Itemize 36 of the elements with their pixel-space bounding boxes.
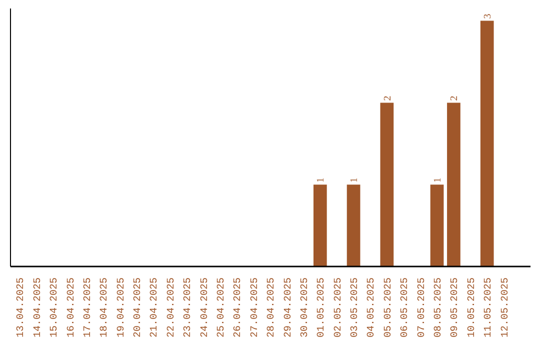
x-tick-label: 25.04.2025 [216, 277, 228, 338]
x-tick-label: 15.04.2025 [50, 277, 61, 338]
x-tick-label: 05.05.2025 [383, 277, 394, 338]
data-label: 1 [432, 178, 444, 183]
data-label: 2 [382, 96, 394, 101]
x-tick-label: 11.05.2025 [484, 277, 495, 338]
x-tick-label: 29.04.2025 [283, 277, 294, 338]
x-tick-label: 17.04.2025 [82, 277, 94, 338]
x-tick-label: 18.04.2025 [100, 277, 111, 338]
x-tick-label: 23.04.2025 [183, 277, 194, 338]
x-tick-label: 10.05.2025 [466, 277, 478, 338]
x-tick-label: 22.04.2025 [166, 277, 178, 338]
x-tick-label: 01.05.2025 [316, 277, 328, 338]
x-tick-label: 14.04.2025 [32, 277, 44, 338]
x-tick-label: 19.04.2025 [116, 277, 128, 338]
x-tick-label: 30.04.2025 [300, 277, 311, 338]
x-tick-label: 28.04.2025 [266, 277, 278, 338]
data-label: 3 [482, 14, 494, 19]
x-tick-label: 03.05.2025 [350, 277, 362, 338]
x-tick-label: 13.04.2025 [16, 277, 28, 338]
data-label: 2 [449, 96, 460, 101]
x-tick-label: 02.05.2025 [333, 277, 344, 338]
x-tick-label: 16.04.2025 [66, 277, 78, 338]
x-tick-label: 24.04.2025 [200, 277, 211, 338]
x-tick-label: 07.05.2025 [416, 277, 428, 338]
x-tick-label: 09.05.2025 [450, 277, 462, 338]
x-tick-label: 27.04.2025 [250, 277, 261, 338]
x-tick-label: 06.05.2025 [400, 277, 412, 338]
x-tick-label: 12.05.2025 [500, 277, 512, 338]
x-tick-label: 21.04.2025 [150, 277, 161, 338]
x-tick-label: 08.05.2025 [434, 277, 445, 338]
x-tick-label: 20.04.2025 [133, 277, 144, 338]
x-tick-label: 04.05.2025 [366, 277, 378, 338]
x-tick-label: 26.04.2025 [233, 277, 244, 338]
data-label: 1 [349, 178, 360, 183]
data-label: 1 [316, 178, 327, 183]
